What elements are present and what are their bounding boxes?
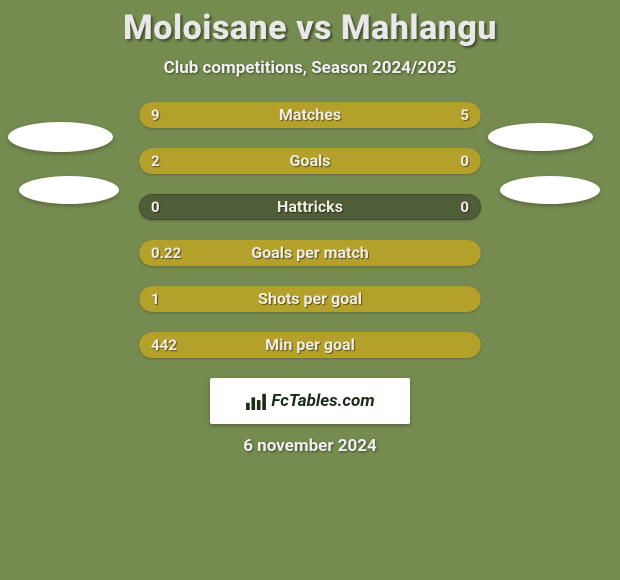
- stat-value-right: 0: [460, 148, 469, 174]
- stat-label: Hattricks: [139, 194, 481, 220]
- stat-row: 0.22Goals per match: [139, 240, 481, 266]
- page-title: Moloisane vs Mahlangu: [0, 0, 620, 48]
- stat-value-right: 0: [460, 194, 469, 220]
- stat-row: 1Shots per goal: [139, 286, 481, 312]
- footer-date: 6 november 2024: [0, 436, 620, 456]
- stat-row: 20Goals: [139, 148, 481, 174]
- stat-value-left: 0: [151, 194, 160, 220]
- stat-row: 442Min per goal: [139, 332, 481, 358]
- bar-chart-icon: [245, 392, 267, 410]
- stat-value-right: 5: [460, 102, 469, 128]
- stat-fill: [139, 332, 481, 358]
- stat-fill-right: [402, 148, 481, 174]
- right-avatar-1: [488, 123, 593, 151]
- comparison-area: 95Matches20Goals00Hattricks0.22Goals per…: [0, 102, 620, 456]
- brand-badge: FcTables.com: [210, 378, 410, 424]
- left-avatar-2: [19, 176, 119, 204]
- brand-text: FcTables.com: [271, 391, 374, 411]
- stat-value-left: 442: [151, 332, 177, 358]
- stat-fill-left: [139, 102, 358, 128]
- page-subtitle: Club competitions, Season 2024/2025: [0, 58, 620, 78]
- stat-value-left: 2: [151, 148, 160, 174]
- stat-fill: [139, 286, 481, 312]
- stat-value-left: 9: [151, 102, 160, 128]
- stat-row: 95Matches: [139, 102, 481, 128]
- stat-fill-left: [139, 148, 402, 174]
- stat-row: 0 0Hattricks: [139, 194, 481, 220]
- left-avatar-1: [8, 122, 113, 152]
- right-avatar-2: [500, 176, 600, 204]
- stat-value-left: 1: [151, 286, 160, 312]
- stat-fill: [139, 240, 481, 266]
- stat-value-left: 0.22: [151, 240, 181, 266]
